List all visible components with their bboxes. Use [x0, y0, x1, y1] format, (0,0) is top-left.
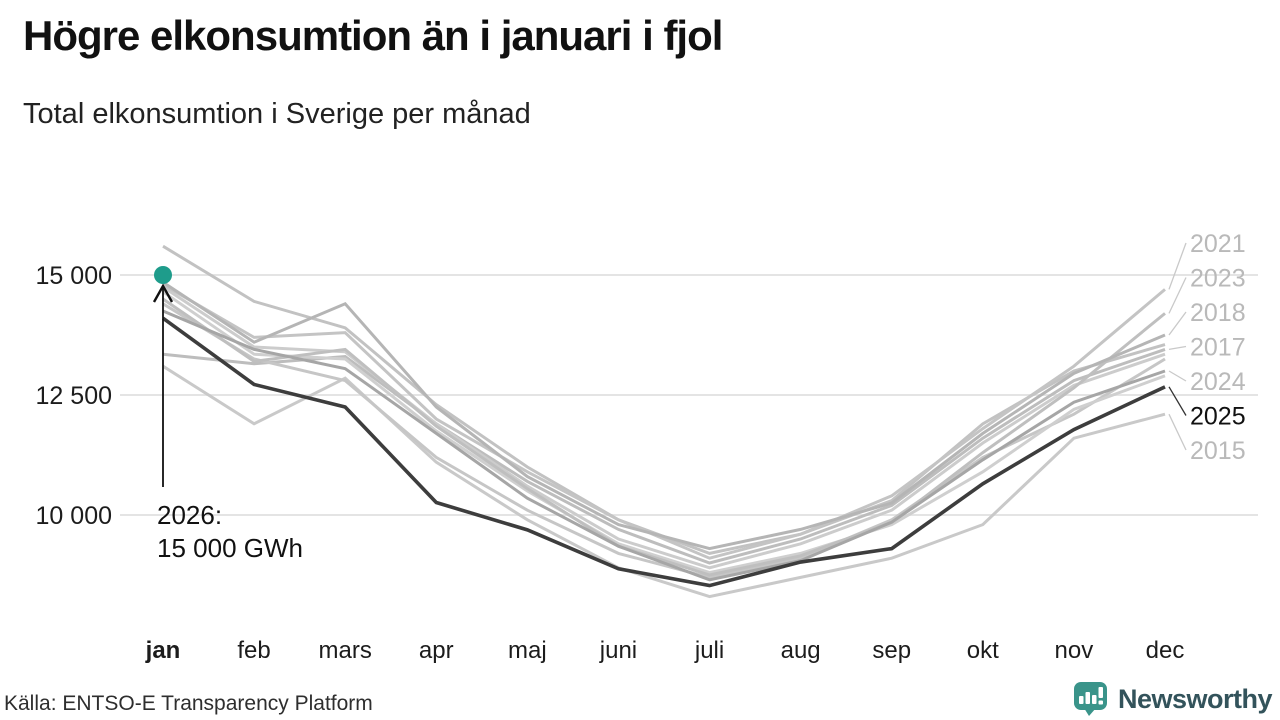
- year-label-2023: 2023: [1190, 265, 1246, 293]
- year-label-2025: 2025: [1190, 403, 1246, 431]
- month-label-sep: sep: [872, 637, 911, 664]
- series-line-2019: [162, 285, 1166, 570]
- y-axis-labels: 15 000 12 500 10 000: [36, 262, 112, 530]
- year-label-2024: 2024: [1190, 368, 1246, 396]
- month-label-aug: aug: [781, 637, 821, 664]
- y-tick-label: 15 000: [36, 262, 112, 290]
- y-tick-label: 10 000: [36, 502, 112, 530]
- month-label-maj: maj: [508, 637, 547, 664]
- chart-subtitle: Total elkonsumtion i Sverige per månad: [23, 98, 531, 130]
- highlight-point-dot: [154, 266, 172, 284]
- month-label-okt: okt: [967, 637, 999, 664]
- year-label-2021: 2021: [1190, 230, 1246, 258]
- series-line-2022: [162, 290, 1166, 575]
- annotation-value: 15 000 GWh: [157, 533, 303, 563]
- series-line-2023: [162, 297, 1166, 577]
- y-tick-label: 12 500: [36, 382, 112, 410]
- month-label-feb: feb: [237, 637, 270, 664]
- series-lines: [161, 244, 1166, 599]
- newsworthy-icon: [1073, 682, 1107, 716]
- month-label-jan: jan: [145, 637, 181, 664]
- series-line-2015: [162, 364, 1166, 599]
- month-label-apr: apr: [419, 637, 454, 664]
- annotation-year: 2026:: [157, 500, 222, 530]
- year-labels: 2021 2023 2018 2017 2024 2025 2015: [1190, 230, 1246, 465]
- page-title: Högre elkonsumtion än i januari i fjol: [23, 12, 723, 59]
- year-label-2018: 2018: [1190, 299, 1246, 327]
- brand-logo: Newsworthy: [1073, 681, 1273, 717]
- year-label-2015: 2015: [1190, 437, 1246, 465]
- year-leader-2025: [1168, 386, 1187, 416]
- year-leader-2017: [1168, 345, 1187, 351]
- year-leader-2021: [1168, 242, 1187, 290]
- year-leader-2018: [1168, 311, 1187, 336]
- series-line-2021: [162, 283, 1166, 560]
- annotation-arrowhead-icon: [152, 283, 174, 303]
- source-credit: Källa: ENTSO-E Transparency Platform: [4, 692, 373, 715]
- year-label-leader-lines: [1168, 242, 1187, 451]
- month-label-mars: mars: [319, 637, 372, 664]
- year-leader-2024: [1168, 370, 1187, 382]
- brand-name: Newsworthy: [1117, 683, 1273, 714]
- year-label-2017: 2017: [1190, 334, 1246, 362]
- series-line-2024: [162, 309, 1166, 582]
- series-line-2025: [161, 316, 1166, 588]
- x-axis-labels: jan feb mars apr maj juni juli aug sep okt nov dec: [145, 637, 1185, 664]
- series-line-2017: [162, 347, 1166, 565]
- year-leader-2015: [1168, 413, 1187, 451]
- month-label-juni: juni: [599, 637, 637, 664]
- month-label-dec: dec: [1146, 637, 1185, 664]
- year-leader-2023: [1168, 277, 1187, 314]
- series-line-2018: [162, 280, 1166, 551]
- highlight-annotation: 2026: 15 000 GWh: [152, 266, 303, 563]
- month-label-nov: nov: [1055, 637, 1094, 664]
- month-label-juli: juli: [694, 637, 724, 664]
